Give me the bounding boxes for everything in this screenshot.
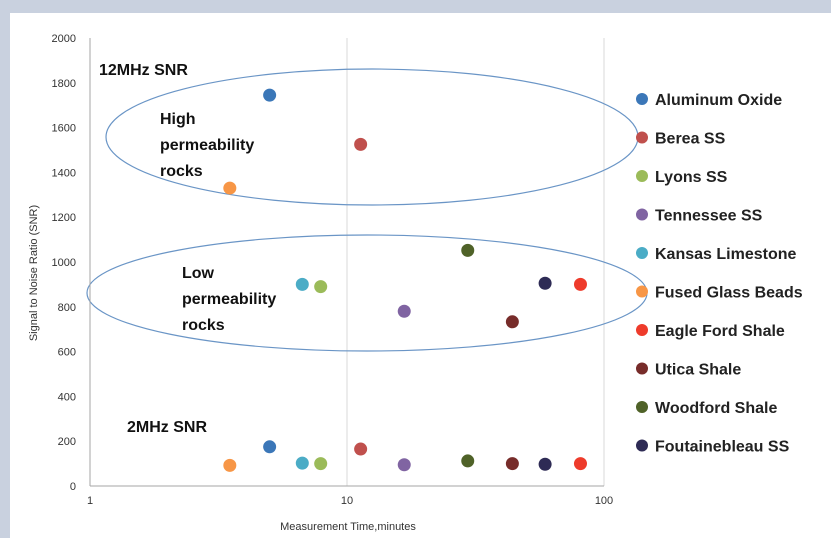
- legend-marker-1: [636, 131, 648, 144]
- y-tick-label-7: 1400: [52, 167, 76, 179]
- annotation-high-perm-1: High: [160, 111, 196, 128]
- low-permeability-ellipse: [86, 234, 648, 352]
- legend-marker-9: [636, 439, 648, 452]
- point-4-1: [295, 456, 309, 470]
- y-tick-label-8: 1600: [52, 123, 76, 135]
- x-axis-label: Measurement Time,minutes: [280, 521, 416, 533]
- annotation-2mhz: 2MHz SNR: [127, 419, 207, 436]
- annotation-12mhz: 12MHz SNR: [99, 62, 188, 79]
- legend-marker-0: [636, 93, 648, 105]
- legend-marker-3: [636, 208, 648, 221]
- point-9-1: [538, 457, 552, 471]
- annotation-low-perm-3: rocks: [182, 317, 225, 334]
- legend-label-0: Aluminum Oxide: [655, 92, 782, 109]
- annotations: 12MHz SNR 2MHz SNR High permeability roc…: [99, 62, 276, 436]
- annotation-high-perm-2: permeability: [160, 137, 254, 154]
- point-7-1: [505, 457, 519, 471]
- legend: Aluminum Oxide Berea SS Lyons SS Tennessee …: [636, 92, 803, 456]
- point-2-0: [314, 280, 328, 294]
- point-1-1: [354, 442, 368, 456]
- point-7-0: [505, 315, 519, 329]
- legend-marker-2: [636, 170, 648, 182]
- legend-label-2: Lyons SS: [655, 169, 728, 186]
- point-0-0: [263, 88, 277, 102]
- annotation-low-perm-1: Low: [182, 265, 215, 282]
- point-0-1: [263, 440, 277, 454]
- y-tick-labels: 0 200 400 600 800 1000 1200 1400 1600 1800 2000: [52, 33, 76, 493]
- x-tick-label-2: 100: [595, 495, 613, 507]
- point-5-0: [223, 181, 237, 195]
- point-3-1: [397, 458, 411, 472]
- point-5-1: [223, 458, 237, 472]
- legend-label-8: Woodford Shale: [655, 400, 777, 417]
- y-tick-label-0: 0: [70, 481, 76, 493]
- point-6-0: [573, 277, 587, 291]
- y-tick-label-2: 400: [58, 391, 76, 403]
- axes: [89, 38, 604, 487]
- legend-label-1: Berea SS: [655, 131, 726, 148]
- point-8-0: [461, 243, 475, 257]
- point-3-0: [397, 304, 411, 318]
- y-tick-label-3: 600: [58, 347, 76, 359]
- annotation-high-perm-3: rocks: [160, 163, 203, 180]
- y-tick-label-4: 800: [58, 302, 76, 314]
- y-tick-label-6: 1200: [52, 212, 76, 224]
- legend-label-9: Foutainebleau SS: [655, 439, 790, 456]
- legend-label-4: Kansas Limestone: [655, 246, 796, 263]
- legend-label-6: Eagle Ford Shale: [655, 323, 785, 340]
- y-tick-label-5: 1000: [52, 257, 76, 269]
- point-9-0: [538, 276, 552, 290]
- data-points: [223, 88, 587, 472]
- x-tick-label-0: 1: [87, 495, 93, 507]
- y-tick-label-1: 200: [58, 436, 76, 448]
- point-8-1: [461, 454, 475, 468]
- legend-marker-4: [636, 247, 648, 259]
- annotation-low-perm-2: permeability: [182, 291, 276, 308]
- legend-marker-7: [636, 362, 648, 375]
- x-tick-labels: 1 10 100: [87, 495, 613, 507]
- legend-marker-6: [636, 324, 648, 336]
- y-axis-label: Signal to Noise Ratio (SNR): [28, 205, 40, 341]
- legend-label-5: Fused Glass Beads: [655, 285, 803, 302]
- legend-label-7: Utica Shale: [655, 362, 741, 379]
- point-4-0: [295, 277, 309, 291]
- y-tick-label-9: 1800: [52, 78, 76, 90]
- legend-marker-5: [636, 285, 648, 298]
- legend-label-3: Tennessee SS: [655, 208, 763, 225]
- x-tick-label-1: 10: [341, 495, 353, 507]
- legend-marker-8: [636, 401, 648, 413]
- point-6-1: [573, 457, 587, 471]
- point-2-1: [314, 457, 328, 471]
- y-tick-label-10: 2000: [52, 33, 76, 45]
- point-1-0: [354, 137, 368, 151]
